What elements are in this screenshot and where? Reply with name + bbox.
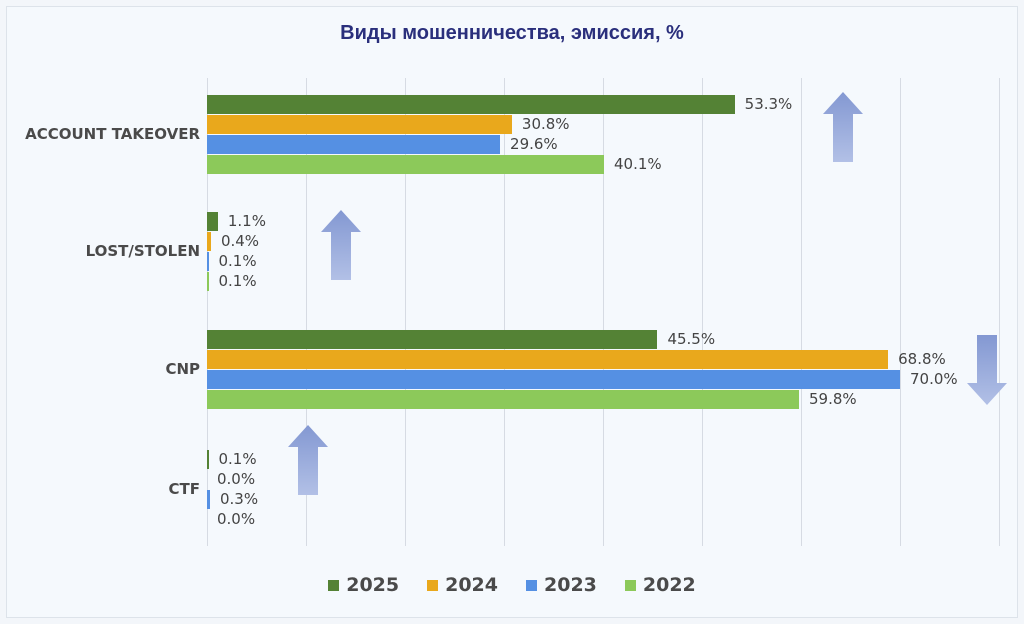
legend-label: 2024 bbox=[445, 574, 498, 596]
data-label: 59.8% bbox=[809, 390, 857, 408]
arrow-up-icon bbox=[823, 92, 863, 162]
gridline bbox=[603, 78, 604, 546]
arrow-down-icon bbox=[967, 335, 1007, 405]
data-label: 30.8% bbox=[521, 115, 570, 133]
data-label: 0.1% bbox=[218, 450, 257, 468]
data-label: 0.0% bbox=[217, 470, 256, 488]
data-label: 68.8% bbox=[898, 350, 946, 368]
data-label: 1.1% bbox=[227, 212, 266, 230]
gridline bbox=[504, 78, 505, 546]
data-label: 0.4% bbox=[220, 232, 260, 250]
bar-2025 bbox=[207, 95, 735, 114]
legend-swatch bbox=[526, 579, 537, 591]
bar-2024 bbox=[207, 115, 512, 134]
gridline bbox=[405, 78, 406, 546]
bar-2023 bbox=[207, 370, 900, 389]
bar-2023 bbox=[207, 135, 501, 154]
chart-title: Виды мошенничества, эмиссия, % bbox=[340, 22, 684, 44]
bar-2022 bbox=[207, 272, 209, 291]
bar-2024 bbox=[207, 350, 889, 369]
legend: 2025 2024 2023 2022 bbox=[0, 574, 1024, 596]
data-label: 53.3% bbox=[744, 95, 793, 113]
data-label: 40.1% bbox=[613, 155, 662, 173]
legend-item-2025: 2025 bbox=[328, 574, 399, 596]
data-label: 0.0% bbox=[217, 510, 256, 528]
gridline bbox=[801, 78, 802, 546]
data-label: 70.0% bbox=[910, 370, 958, 388]
gridline bbox=[306, 78, 307, 546]
bar-2022 bbox=[207, 390, 800, 409]
category-label: ACCOUNT TAKEOVER bbox=[25, 125, 200, 143]
bar-2024 bbox=[207, 232, 211, 251]
bar-2025 bbox=[207, 450, 209, 469]
arrow-up-icon bbox=[288, 425, 328, 495]
gridline bbox=[900, 78, 901, 546]
data-label: 0.3% bbox=[219, 490, 259, 508]
data-label: 0.1% bbox=[218, 252, 257, 270]
bar-2023 bbox=[207, 252, 209, 271]
category-label: LOST/STOLEN bbox=[85, 242, 200, 260]
data-label: 45.5% bbox=[667, 330, 716, 348]
legend-swatch bbox=[624, 579, 636, 591]
category-label: CTF bbox=[168, 480, 201, 498]
bar-2025 bbox=[207, 330, 658, 349]
arrow-up-icon bbox=[321, 210, 361, 280]
legend-label: 2022 bbox=[642, 574, 696, 596]
gridline bbox=[702, 78, 703, 546]
gridline bbox=[207, 78, 208, 546]
data-label: 0.1% bbox=[218, 272, 257, 290]
bar-2022 bbox=[207, 155, 604, 174]
bar-2025 bbox=[207, 212, 218, 231]
gridline bbox=[999, 78, 1000, 546]
legend-swatch bbox=[427, 579, 439, 591]
legend-label: 2025 bbox=[346, 574, 400, 596]
category-label: CNP bbox=[165, 360, 200, 378]
legend-label: 2023 bbox=[544, 574, 597, 596]
data-label: 29.6% bbox=[510, 135, 558, 153]
legend-item-2024: 2024 bbox=[427, 574, 498, 596]
legend-item-2022: 2022 bbox=[624, 574, 696, 596]
legend-item-2023: 2023 bbox=[526, 574, 597, 596]
legend-swatch bbox=[328, 579, 340, 591]
bar-2023 bbox=[207, 490, 210, 509]
